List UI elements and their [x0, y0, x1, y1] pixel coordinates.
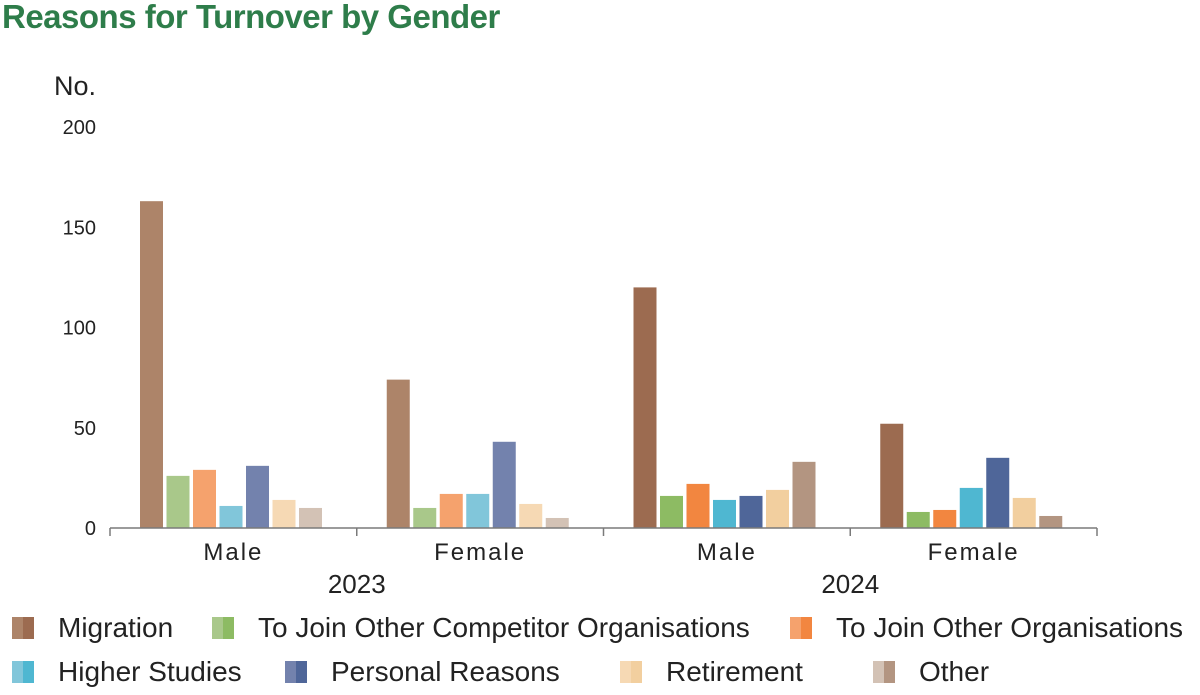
legend-label: Retirement — [666, 656, 803, 687]
y-tick-label: 100 — [63, 318, 96, 340]
legend-swatch — [873, 661, 895, 683]
bar — [959, 487, 983, 528]
bar — [1039, 515, 1063, 528]
legend-item: Retirement — [620, 656, 803, 688]
x-category-label: Female — [928, 539, 1020, 566]
bar — [880, 423, 904, 528]
legend-label: To Join Other Organisations — [836, 612, 1184, 643]
chart-legend: Migration To Join Other Competitor Organi… — [0, 604, 1200, 694]
x-category-label: Female — [434, 539, 526, 566]
legend-label: To Join Other Competitor Organisations — [258, 612, 750, 643]
legend-label: Other — [919, 656, 990, 687]
x-category-label: Male — [697, 539, 757, 566]
y-tick-label: 200 — [63, 117, 96, 139]
bar — [545, 517, 569, 528]
x-category-label: Male — [203, 539, 263, 566]
legend-swatch — [790, 617, 812, 639]
chart-title: Reasons for Turnover by Gender — [2, 0, 500, 35]
legend-item: Personal Reasons — [285, 656, 560, 688]
bar — [686, 483, 710, 528]
bar — [193, 469, 216, 528]
legend-item: To Join Other Organisations — [790, 612, 1183, 644]
legend-swatch — [285, 661, 307, 683]
bar — [766, 489, 789, 528]
legend-label: Higher Studies — [58, 656, 242, 687]
x-group-label: 2024 — [821, 569, 879, 599]
bar — [272, 499, 296, 528]
bar — [906, 511, 930, 528]
y-tick-label: 50 — [74, 418, 96, 440]
y-tick-label: 150 — [63, 217, 96, 239]
bar-chart: No. 0 50 100 150 200 Male Female Male Female 2023 2… — [54, 71, 1098, 599]
legend-item: Higher Studies — [12, 656, 242, 688]
bar — [1012, 497, 1036, 528]
legend-swatch — [12, 661, 34, 683]
bar — [660, 495, 683, 528]
legend-swatch — [212, 617, 234, 639]
legend-label: Migration — [58, 612, 174, 643]
bar — [633, 287, 657, 528]
bar — [166, 475, 190, 528]
bar — [519, 503, 543, 528]
legend-swatch — [620, 661, 642, 683]
bar — [219, 505, 243, 528]
legend-swatch — [12, 617, 34, 639]
legend-item: Migration — [12, 612, 173, 644]
legend-label: Personal Reasons — [331, 656, 560, 687]
bar — [413, 507, 437, 528]
bar — [986, 457, 1010, 528]
bar — [792, 461, 816, 528]
legend-item: To Join Other Competitor Organisations — [212, 612, 750, 644]
bar — [439, 493, 463, 528]
y-tick-label: 0 — [85, 518, 96, 540]
bar — [492, 441, 516, 528]
bar — [933, 509, 957, 528]
y-axis-label: No. — [54, 71, 96, 101]
bar — [140, 201, 163, 528]
x-group-label: 2023 — [328, 569, 386, 599]
bar — [739, 495, 763, 528]
legend-item: Other — [873, 656, 989, 688]
bar — [246, 465, 269, 528]
bar — [713, 499, 736, 528]
bar — [386, 379, 410, 528]
bar — [466, 493, 490, 528]
bar — [299, 507, 322, 528]
